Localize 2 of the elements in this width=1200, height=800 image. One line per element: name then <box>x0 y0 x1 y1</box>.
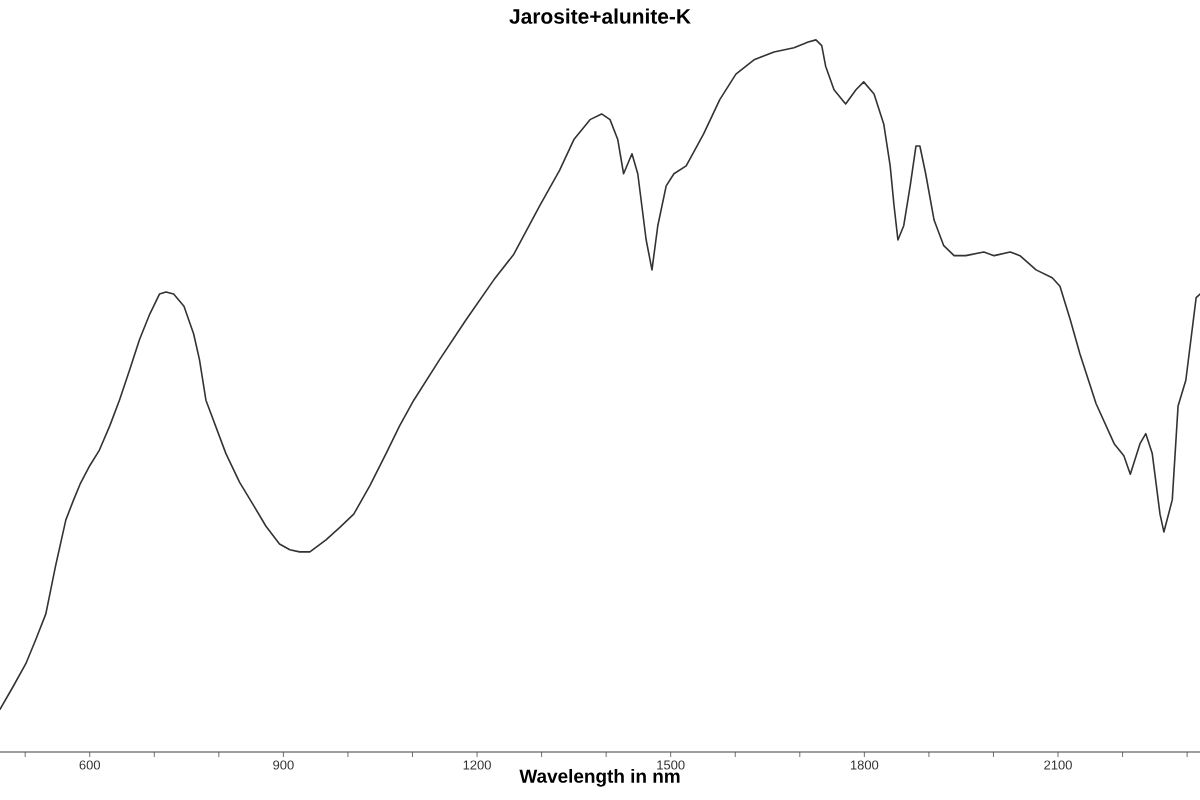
x-axis-title: Wavelength in nm <box>519 768 680 787</box>
chart-title: Jarosite+alunite-K <box>509 8 691 24</box>
